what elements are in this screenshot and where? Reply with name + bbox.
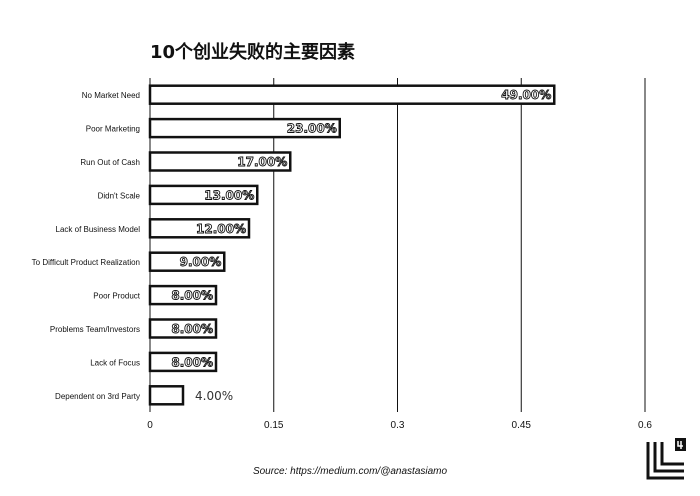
bar [148,184,259,206]
data-label: 49.00% [501,88,551,102]
data-label: 4.00% [195,389,233,403]
bars [148,84,556,406]
category-label: To Difficult Product Realization [32,258,140,267]
bar [148,84,556,105]
category-label: Poor Marketing [86,125,140,134]
bar [148,151,292,172]
category-label: Didn't Scale [98,191,141,200]
data-label: 8.00% [171,289,213,303]
category-label: Lack of Business Model [56,225,141,234]
category-label: No Market Need [82,91,140,100]
bar [148,218,251,239]
bar [148,284,218,306]
bar [148,351,218,373]
data-label: 17.00% [237,155,287,169]
x-tick-label: 0 [147,420,153,431]
source-note: Source: https://medium.com/@anastasiamo [252,466,448,477]
chart-title: 10个创业失败的主要因素 [150,42,356,63]
data-label: 23.00% [287,122,337,136]
x-tick-label: 0.3 [391,420,405,431]
x-tick-label: 0.15 [264,420,284,431]
bar [148,385,185,406]
data-labels: 49.00% 23.00% 17.00% 13.00% 12.00% 9.00% 8.00%… [171,88,552,403]
category-label: Dependent on 3rd Party [55,392,140,401]
bar [148,251,226,272]
category-label: Poor Product [93,292,140,301]
bar [148,318,218,339]
bar [148,117,341,139]
data-label: 8.00% [171,355,213,369]
x-tick-label: 0.45 [512,420,532,431]
category-label: Lack of Focus [90,358,140,367]
data-label: 13.00% [204,188,254,202]
category-labels: No Market Need Poor Marketing Run Out of C… [32,91,141,401]
data-label: 12.00% [196,222,246,236]
x-tick-label: 0.6 [638,420,652,431]
x-tick-labels: 0 0.15 0.3 0.45 0.6 [147,420,652,431]
brand-logo-icon [644,436,688,484]
data-label: 9.00% [180,255,222,269]
category-label: Problems Team/Investors [50,325,140,334]
category-label: Run Out of Cash [80,158,140,167]
data-label: 8.00% [171,322,213,336]
